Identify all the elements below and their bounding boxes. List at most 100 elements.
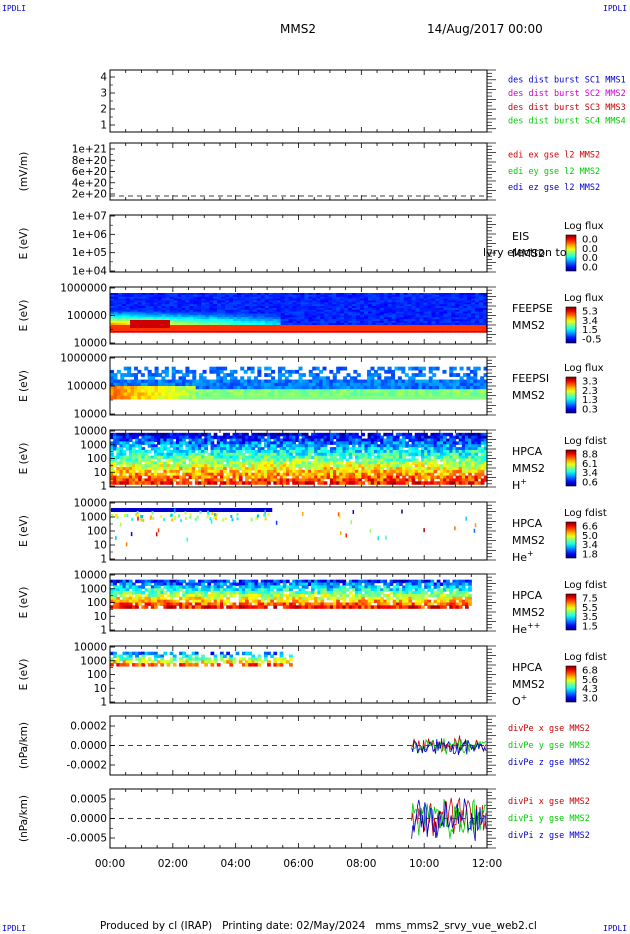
spectrogram-cell (122, 467, 127, 471)
spectrogram-cell (270, 464, 274, 468)
spectrogram-cell (316, 302, 321, 305)
spectrogram-cell (270, 461, 274, 465)
spectrogram-cell (137, 296, 143, 300)
spectrogram-cell (459, 386, 464, 390)
spectrogram-cell (301, 386, 306, 390)
spectrogram-cell (128, 438, 133, 442)
spectrogram-cell (260, 302, 266, 305)
spectrogram-cell (232, 472, 237, 477)
spectrogram-cell (161, 294, 167, 298)
spectrogram-cell (304, 315, 310, 318)
spectrogram-cell (133, 294, 139, 298)
spectrogram-cell (226, 389, 231, 394)
spectrogram-cell (320, 309, 325, 313)
spectrogram-cell (153, 461, 158, 465)
spectrogram-cell (133, 306, 139, 309)
spectrogram-cell (459, 302, 464, 305)
spectrogram-cell (311, 478, 315, 482)
spectrogram-cell (452, 382, 457, 387)
spectrogram-cell (304, 309, 310, 313)
spectrogram-cell (399, 302, 405, 305)
spectrogram-cell (241, 438, 246, 442)
spectrogram-cell (403, 298, 409, 302)
spectrogram-cell (232, 447, 237, 451)
spectrogram-cell (217, 300, 222, 303)
spectrogram-cell (209, 309, 214, 313)
spectrogram-cell (141, 464, 146, 468)
spectrogram-cell (272, 315, 278, 318)
spectrogram-cell (383, 298, 389, 302)
spectrogram-cell (201, 330, 206, 333)
spectrogram-cell (323, 472, 328, 477)
spectrogram-cell (213, 472, 218, 477)
spectrogram-cell (177, 306, 183, 309)
spectrogram-cell (332, 296, 337, 300)
spectrogram-cell (273, 452, 278, 457)
spectrogram-cell (352, 313, 357, 316)
spectrogram-cell (380, 478, 384, 482)
spectrogram-cell (254, 444, 259, 448)
spectrogram-cell (323, 458, 328, 462)
spectrogram-cell (326, 438, 331, 442)
spectrogram-cell (298, 464, 303, 468)
spectrogram-cell (197, 469, 202, 474)
spectrogram-cell (391, 389, 396, 394)
spectrogram-cell (315, 382, 320, 387)
spectrogram-cell (442, 382, 447, 387)
spectrogram-cell (163, 455, 168, 460)
spectrogram-cell (263, 458, 268, 462)
spectrogram-cell (182, 469, 186, 474)
spectrogram-cell (324, 298, 329, 302)
spectrogram-cell (221, 307, 226, 311)
spectrogram-cell (296, 306, 302, 309)
spectrogram-cell (219, 455, 224, 460)
spectrogram-cell (153, 469, 158, 474)
spectrogram-cell (455, 330, 460, 333)
spectrogram-cell (383, 455, 388, 460)
spectrogram-cell (467, 330, 472, 333)
spectrogram-cell (244, 330, 250, 333)
spectrogram-cell (402, 441, 406, 445)
spectrogram-cell (336, 452, 340, 457)
spectrogram-cell (282, 461, 287, 465)
spectrogram-cell (322, 386, 327, 390)
spectrogram-cell (451, 298, 456, 302)
spectrogram-cell (284, 302, 290, 305)
spectrogram-cell (281, 392, 286, 397)
spectrogram-cell (268, 307, 274, 311)
spectrogram-cell (236, 306, 242, 309)
spectrogram-cell (363, 300, 369, 303)
spectrogram-cell (154, 373, 159, 377)
spectrogram-cell (244, 317, 250, 320)
spectrogram-cell (141, 447, 146, 451)
spectrogram-cell (351, 464, 356, 468)
spectrogram-cell (371, 302, 377, 305)
spectrogram-cell (411, 304, 417, 307)
spectrogram-cell (178, 369, 183, 374)
spectrogram-cell (210, 464, 215, 468)
spectrogram-cell (395, 467, 400, 471)
spectrogram-cell (252, 322, 258, 326)
spectrogram-cell (252, 311, 258, 315)
spectrogram-cell (383, 302, 389, 305)
spectrogram-cell (301, 432, 306, 437)
spectrogram-cell (276, 293, 282, 296)
spectrogram-cell (147, 435, 152, 440)
spectrogram-cell (202, 382, 207, 387)
spectrogram-cell (332, 311, 337, 315)
spectrogram-cell (116, 389, 121, 394)
spectrogram-cell (386, 469, 391, 474)
spectrogram-cell (367, 376, 372, 381)
spectrogram-cell (240, 392, 245, 397)
spectrogram-cell (483, 307, 488, 311)
spectrogram-cell (122, 475, 127, 480)
spectrogram-cell (391, 304, 397, 307)
spectrogram-cell (408, 452, 413, 457)
spectrogram-cell (483, 304, 488, 307)
spectrogram-cell (267, 461, 271, 465)
spectrogram-cell (137, 389, 142, 394)
spectrogram-cell (298, 366, 303, 371)
x-tick-label: 08:00 (346, 858, 376, 870)
spectrogram-cell (389, 444, 394, 448)
spectrogram-cell (431, 304, 437, 307)
